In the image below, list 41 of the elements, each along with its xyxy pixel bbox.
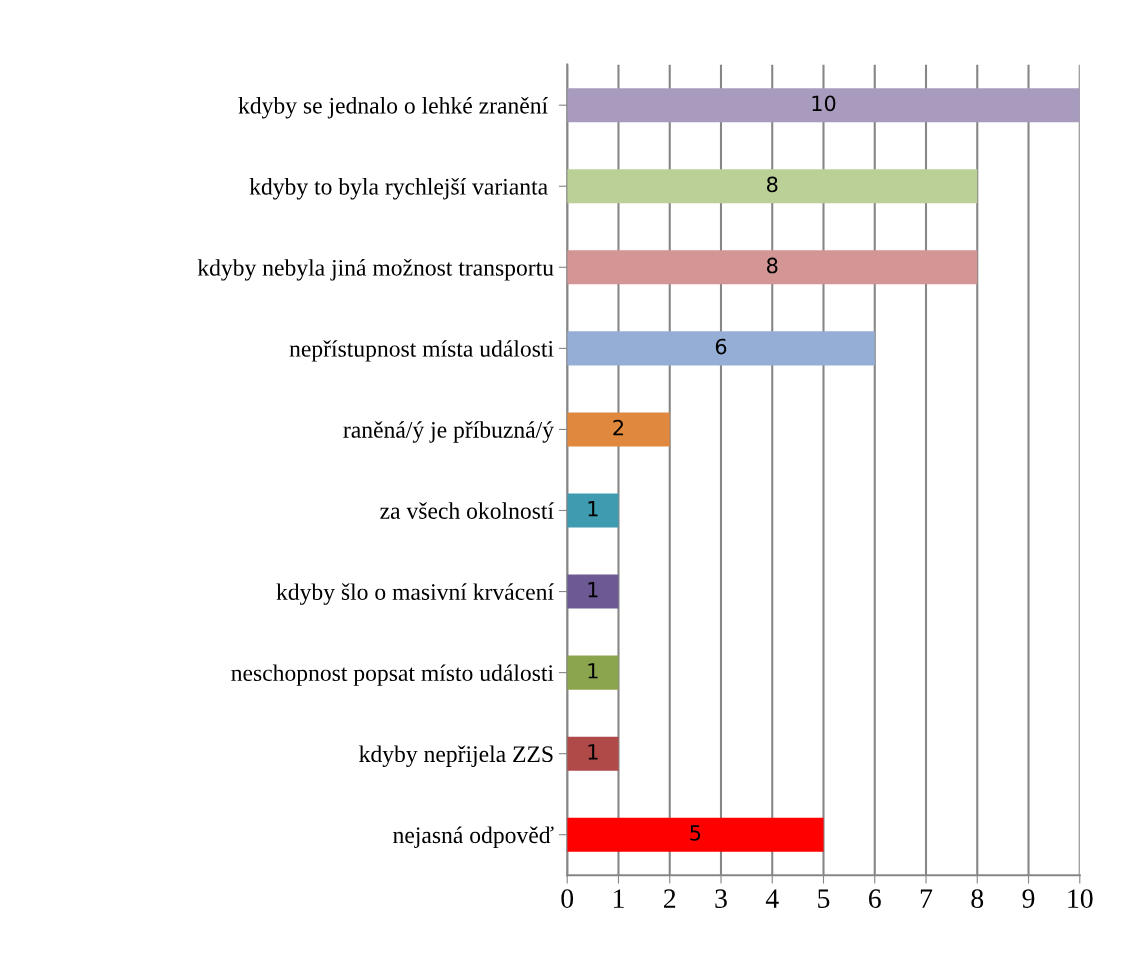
y-tick-label: kdyby se jednalo o lehké zranění — [238, 96, 548, 119]
bar — [567, 169, 978, 204]
x-tick-label: 7 — [920, 889, 933, 908]
x-tick-label: 5 — [818, 889, 830, 908]
x-tick-label: 9 — [1022, 889, 1035, 908]
x-tick-label: 10 — [1068, 889, 1093, 908]
y-tick-label: kdyby nepřijela ZZS — [359, 745, 553, 767]
data-label: 10 — [812, 95, 836, 112]
bar — [567, 655, 619, 690]
x-tick-label: 4 — [765, 889, 779, 908]
y-tick-label: kdyby nebyla jiná možnost transportu — [197, 259, 554, 281]
x-tick-label: 3 — [715, 889, 727, 908]
bar — [567, 88, 1080, 123]
y-tick-label: neschopnost popsat místo události — [231, 664, 554, 686]
data-label: 8 — [767, 176, 778, 193]
data-label: 1 — [588, 663, 598, 679]
y-tick-label: nepřístupnost místa události — [289, 340, 554, 362]
y-tick-label: raněná/ý je příbuzná/ý — [343, 421, 554, 443]
bar — [567, 412, 670, 447]
x-tick-label: 1 — [613, 889, 624, 908]
bar — [567, 250, 978, 285]
y-tick-label: kdyby šlo o masivní krvácení — [276, 583, 554, 605]
data-label: 6 — [715, 338, 727, 355]
y-tick-label: nejasná odpověď — [393, 826, 554, 848]
bar — [567, 493, 619, 528]
bar — [567, 574, 619, 609]
data-label: 1 — [588, 501, 598, 517]
data-label: 2 — [613, 419, 624, 436]
data-label: 8 — [767, 257, 778, 274]
y-tick-label: kdyby to byla rychlejší varianta — [249, 178, 548, 200]
bar — [567, 331, 875, 366]
data-label: 1 — [588, 582, 598, 598]
y-tick-label: za všech okolností — [380, 502, 554, 519]
x-tick-label: 6 — [869, 889, 881, 908]
bar — [567, 817, 824, 852]
x-tick-label: 0 — [561, 889, 574, 908]
bar — [567, 736, 619, 771]
data-label: 5 — [690, 825, 701, 841]
data-label: 1 — [588, 744, 598, 760]
x-tick-label: 2 — [664, 889, 676, 908]
x-tick-label: 8 — [971, 889, 984, 908]
